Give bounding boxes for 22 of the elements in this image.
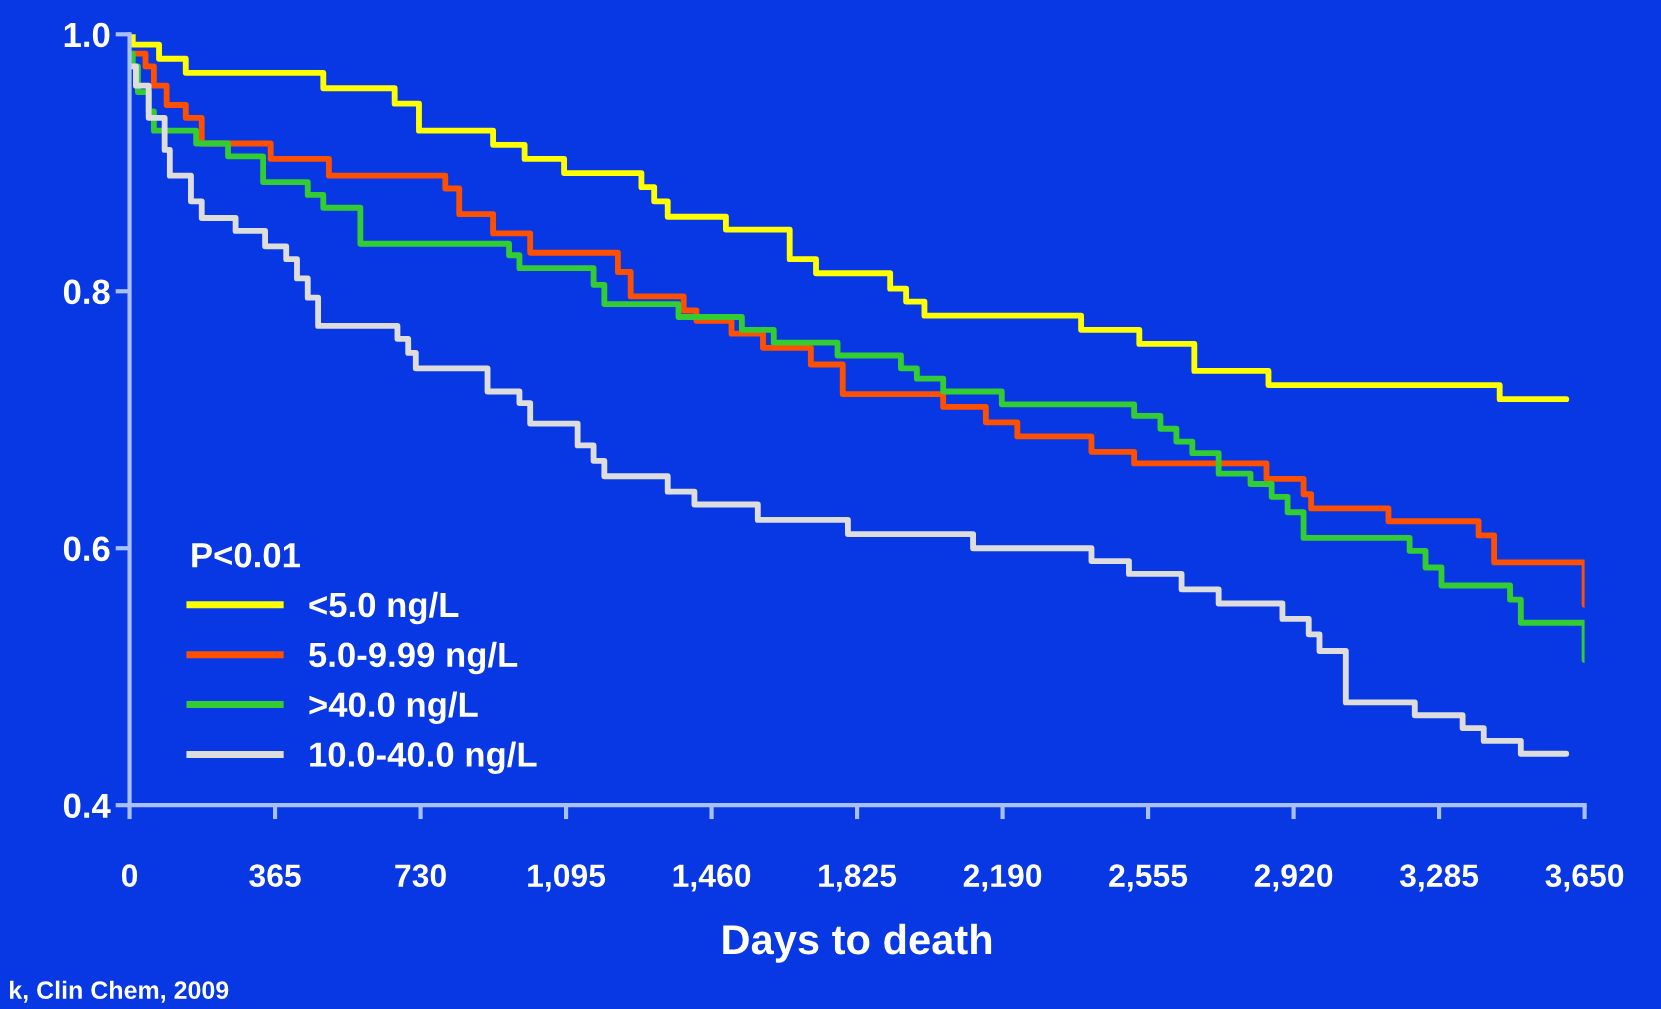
x-tick-label: 2,555 <box>1109 864 1188 892</box>
x-tick-label: 1,095 <box>528 864 606 892</box>
legend-label: <5.0 ng/L <box>309 591 459 625</box>
x-tick-label: 3,285 <box>1399 864 1479 892</box>
y-tick-label: 0.8 <box>63 279 110 305</box>
x-tick-label: 0 <box>121 864 138 887</box>
y-tick-label: 0.4 <box>63 793 111 819</box>
x-axis-title: Days to death <box>723 923 992 963</box>
text: k, Clin Chem, 2009 <box>10 980 229 1003</box>
x-tick-label: 1,825 <box>819 864 897 892</box>
x-tick-label: 2,190 <box>963 864 1042 892</box>
y-tick-label: 0.6 <box>63 536 110 562</box>
x-tick-label: 3,650 <box>1545 864 1624 892</box>
x-tick-label: 2,920 <box>1254 864 1333 892</box>
legend-label: >40.0 ng/L <box>309 691 478 725</box>
legend-label: 5.0-9.99 ng/L <box>309 641 518 675</box>
y-tick-label: 1.0 <box>64 22 110 48</box>
x-tick-label: 730 <box>395 864 446 888</box>
legend-title: P<0.01 <box>192 542 300 568</box>
legend-label: 10.0-40.0 ng/L <box>310 741 537 774</box>
x-tick-label: 365 <box>249 864 301 888</box>
x-tick-label: 1,460 <box>673 864 751 892</box>
